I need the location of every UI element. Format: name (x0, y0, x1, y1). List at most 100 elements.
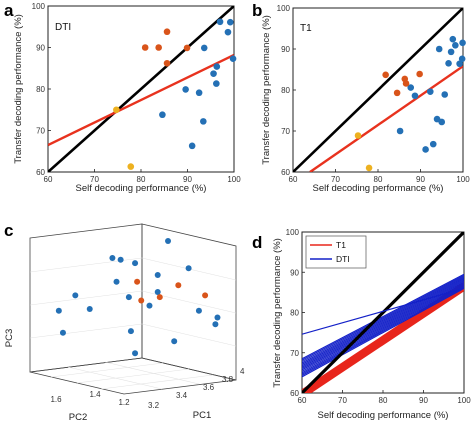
panel-a-point-blue (188, 142, 196, 150)
panel-c-point-orange (138, 297, 145, 304)
panel-b-xtick-label: 80 (374, 175, 383, 184)
ticks-d: 60 70 80 90 100 60 70 80 90 100 (286, 228, 472, 405)
panel-a-point-blue (195, 89, 203, 97)
panel-c-point-blue (109, 255, 116, 261)
panel-d-ytick-label: 80 (290, 309, 299, 318)
panel-b-point-blue (438, 118, 446, 126)
panel-b-xtick-label: 70 (331, 175, 340, 184)
panel-c-point-blue (113, 278, 120, 285)
points-b (354, 35, 466, 172)
panel-c-pc1-tick: 3.8 (222, 375, 234, 384)
panel-d-line-t1 (306, 288, 464, 393)
panel-a-point-orange (163, 59, 171, 67)
panel-d-line-dti (302, 277, 464, 364)
lines-d (302, 232, 464, 393)
panel-c-point-blue (212, 321, 219, 328)
panel-c-pc1-tick: 4 (240, 367, 245, 376)
panel-c-point-blue (214, 314, 221, 321)
z-axis-label-pc3: PC3 (4, 329, 15, 347)
panel-b-point-blue (441, 91, 449, 98)
grid-3d (29, 257, 237, 390)
panel-d-line-dti (302, 279, 464, 367)
panel-d-line-dti (302, 278, 464, 365)
panel-c-point-blue (117, 256, 124, 263)
panel-d-identity-line (302, 232, 464, 393)
panel-d-line-dti (302, 274, 464, 361)
panel-c-point-blue (171, 338, 178, 345)
plot-title-a: DTI (55, 22, 71, 33)
legend-d: T1 DTI (305, 235, 367, 269)
panel-d-line-dti (302, 280, 464, 368)
panel-c-point-blue (154, 272, 161, 278)
panel-a-point-orange (183, 44, 191, 52)
panel-c-point-blue (59, 329, 66, 336)
panel-b-point-yellow (365, 164, 373, 172)
panel-d-line-t1 (303, 286, 464, 393)
panel-b-ytick-label: 70 (281, 127, 290, 136)
panel-a-point-blue (200, 44, 208, 52)
panel-c-point-blue (195, 307, 202, 314)
panel-c-pc1-tick: 3.4 (176, 391, 188, 400)
panel-a-point-orange (155, 44, 162, 51)
panel-a-point-blue (210, 70, 217, 77)
panel-d-line-t1 (302, 285, 464, 393)
panel-b-ytick-label: 80 (281, 86, 290, 95)
panel-b-xtick-label: 100 (456, 175, 470, 184)
panel-b-xtick-label: 90 (416, 175, 425, 184)
panel-d-line-t1 (307, 288, 464, 393)
panel-a-point-orange (141, 44, 149, 51)
panel-d-line-dti (302, 282, 464, 371)
panel-c-point-blue (146, 302, 153, 309)
panel-b-point-blue (429, 140, 437, 148)
panel-c-point-blue (86, 306, 93, 312)
panel-d-ytick-label: 60 (290, 389, 299, 398)
panel-a-ytick-label: 70 (36, 127, 45, 136)
panel-d-ytick-label: 90 (290, 268, 299, 277)
panel-a-point-blue (213, 80, 220, 87)
panel-d-line-dti (302, 275, 464, 363)
panel-d-ytick-label: 70 (290, 349, 299, 358)
panel-b-point-blue (445, 60, 452, 67)
panel-b-point-blue (396, 127, 404, 135)
lines-a (48, 6, 234, 172)
floor-plane (29, 357, 237, 395)
panel-d-ytick-label: 100 (286, 228, 300, 237)
panel-c: c 1.6 1.4 1.2 3.2 3.4 3.6 3.8 4 PC3 PC2 PC1 (4, 221, 245, 423)
panel-b-point-blue (458, 55, 466, 63)
panel-label-d: d (252, 233, 262, 252)
panel-a-point-yellow (127, 163, 135, 170)
panel-c-point-blue (132, 350, 139, 357)
panel-d-xtick-label: 70 (338, 396, 347, 405)
panel-c-point-blue (165, 238, 172, 244)
y-axis-label-a: Transfer decoding performance (%) (13, 14, 24, 164)
legend-label-dti: DTI (336, 254, 350, 264)
panel-label-a: a (4, 1, 14, 20)
panel-b-point-blue (456, 60, 463, 68)
x-axis-label-b: Self decoding performance (%) (313, 183, 444, 194)
panel-d-line-dti (302, 283, 464, 372)
panel-d-xtick-label: 60 (298, 396, 307, 405)
panel-a-point-blue (159, 111, 166, 119)
legend-box (305, 235, 367, 269)
panel-c-point-orange (134, 278, 141, 285)
lines-b (293, 8, 463, 172)
panel-a-identity-line (48, 6, 234, 172)
panel-b-ytick-label: 90 (281, 45, 290, 54)
panel-a-xtick-label: 100 (227, 175, 241, 184)
panel-c-pc1-tick: 3.2 (148, 401, 160, 410)
panel-b-point-orange (393, 89, 401, 97)
panel-b-regression-line (309, 65, 463, 172)
points-a (113, 18, 237, 170)
panel-a-point-blue (200, 118, 207, 125)
panel-d-line-t1 (304, 286, 464, 393)
panel-a-point-blue (213, 63, 221, 70)
x-axis-label-d: Self decoding performance (%) (318, 410, 449, 421)
panel-a-xtick-label: 90 (183, 175, 192, 184)
panel-a-xtick-label: 70 (90, 175, 99, 184)
points-c (55, 238, 221, 357)
panel-b-point-blue (422, 146, 429, 153)
panel-b-point-orange (402, 80, 410, 87)
panel-b-point-blue (411, 92, 419, 100)
x-axis-label-a: Self decoding performance (%) (76, 183, 207, 194)
panel-a-ytick-label: 100 (32, 2, 46, 11)
